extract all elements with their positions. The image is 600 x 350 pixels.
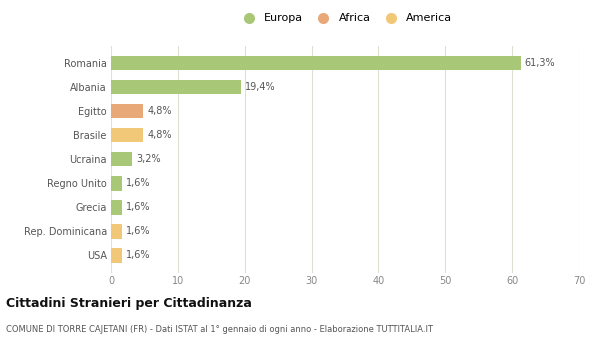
- Text: 4,8%: 4,8%: [147, 130, 172, 140]
- Bar: [111, 200, 122, 215]
- Bar: [111, 104, 143, 118]
- Bar: [111, 176, 122, 190]
- Text: 1,6%: 1,6%: [126, 178, 150, 188]
- Legend: Europa, Africa, America: Europa, Africa, America: [234, 10, 456, 27]
- Bar: [111, 224, 122, 239]
- Bar: [111, 56, 521, 70]
- Text: 1,6%: 1,6%: [126, 251, 150, 260]
- Bar: [111, 128, 143, 142]
- Text: 61,3%: 61,3%: [525, 58, 556, 68]
- Text: 4,8%: 4,8%: [147, 106, 172, 116]
- Bar: [111, 248, 122, 262]
- Text: COMUNE DI TORRE CAJETANI (FR) - Dati ISTAT al 1° gennaio di ogni anno - Elaboraz: COMUNE DI TORRE CAJETANI (FR) - Dati IST…: [6, 326, 433, 335]
- Text: 19,4%: 19,4%: [245, 82, 275, 92]
- Bar: [111, 80, 241, 94]
- Text: 1,6%: 1,6%: [126, 226, 150, 236]
- Bar: [111, 152, 133, 167]
- Text: 3,2%: 3,2%: [136, 154, 161, 164]
- Text: 1,6%: 1,6%: [126, 202, 150, 212]
- Text: Cittadini Stranieri per Cittadinanza: Cittadini Stranieri per Cittadinanza: [6, 298, 252, 310]
